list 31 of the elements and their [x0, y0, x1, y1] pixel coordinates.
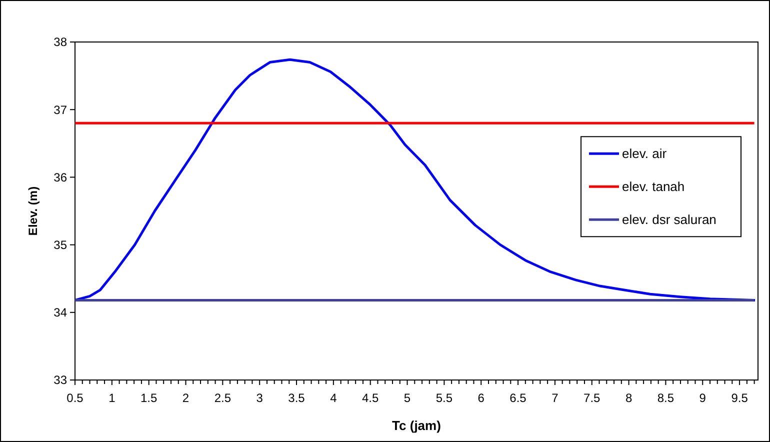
x-tick-label: 3: [256, 391, 264, 405]
y-axis-title: Elev. (m): [26, 186, 40, 236]
line-series: [74, 58, 756, 302]
x-tick-label: 8.5: [657, 391, 674, 405]
x-tick-label: 4: [330, 391, 338, 405]
x-tick-label: 5: [404, 391, 411, 405]
x-tick-label: 1: [108, 391, 116, 405]
x-tick-label: 3.5: [288, 391, 306, 405]
legend-label: elev. air: [622, 146, 668, 162]
y-tick-label: 37: [54, 102, 68, 117]
x-tick-label: 4.5: [362, 391, 380, 405]
x-tick-label: 9: [699, 391, 706, 405]
x-tick-label: 6.5: [510, 391, 527, 405]
x-tick-label: 5.5: [436, 391, 453, 405]
x-tick-label: 9.5: [731, 391, 748, 405]
x-tick-label: 8: [625, 391, 632, 405]
x-axis-title: Tc (jam): [392, 418, 441, 433]
legend-label: elev. dsr saluran: [622, 212, 716, 228]
y-tick-label: 34: [54, 306, 68, 320]
x-tick-label: 0.5: [66, 391, 84, 405]
x-tick-label: 1.5: [140, 391, 158, 405]
x-tick-label: 2: [182, 391, 190, 405]
x-tick-label: 6: [478, 391, 485, 405]
x-tick-label: 7: [552, 391, 559, 405]
y-tick-label: 36: [54, 170, 68, 184]
y-tick-label: 33: [54, 373, 68, 388]
x-tick-label: 7.5: [584, 391, 601, 405]
x-tick-label: 2.5: [214, 391, 232, 405]
legend-label: elev. tanah: [622, 179, 685, 194]
y-tick-label: 38: [54, 35, 68, 50]
y-tick-label: 35: [54, 238, 68, 252]
